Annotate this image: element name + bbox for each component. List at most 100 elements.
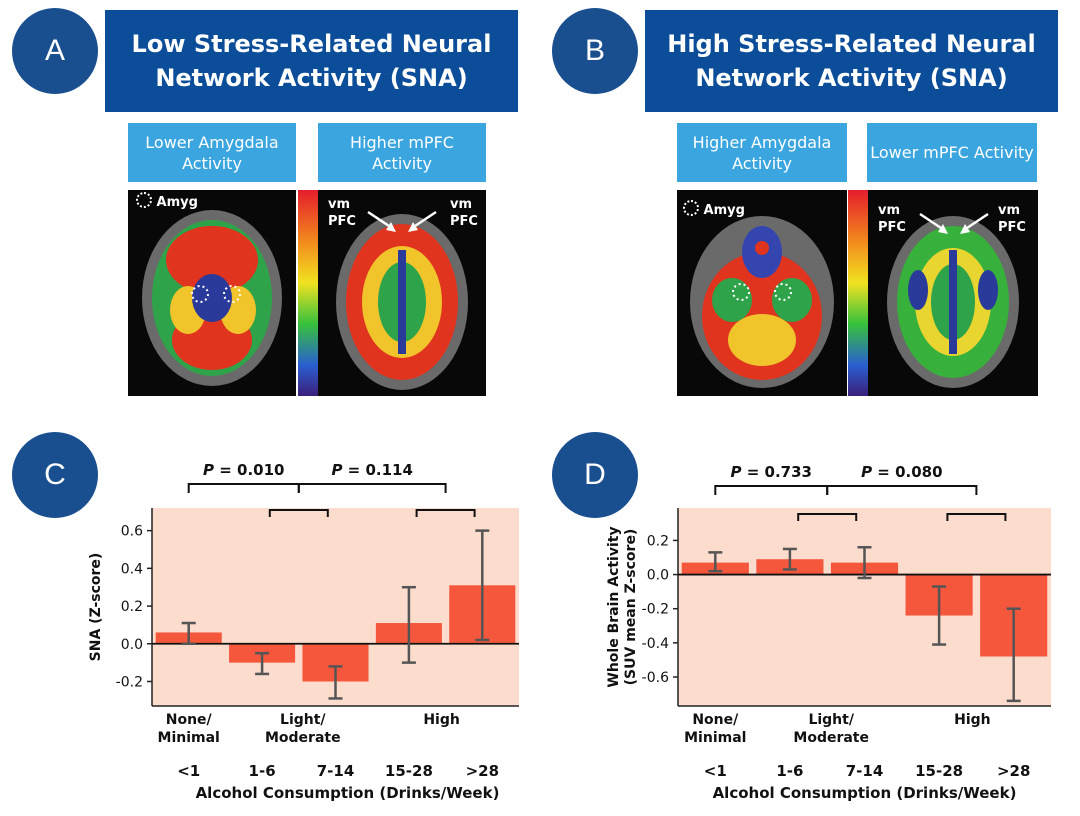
y-tick-label: 0.4 bbox=[121, 561, 143, 577]
group-label-line: Minimal bbox=[684, 730, 746, 746]
y-tick-label: 0.0 bbox=[647, 568, 669, 584]
panel-b-mpfc-brain-image bbox=[887, 212, 1019, 388]
group-label: High bbox=[423, 712, 460, 728]
group-label: None/Minimal bbox=[684, 712, 746, 746]
category-label: 1-6 bbox=[776, 762, 803, 780]
category-label: 1-6 bbox=[249, 762, 276, 780]
p-value-label: P = 0.010 bbox=[203, 461, 284, 479]
panel-b-vm-left-line2: PFC bbox=[878, 220, 906, 235]
panel-b-vm-right-line2: PFC bbox=[998, 220, 1026, 235]
group-label-line: Moderate bbox=[793, 730, 869, 746]
amyg-dashed-circle-icon bbox=[683, 200, 699, 216]
group-label-line: None/ bbox=[166, 712, 213, 728]
group-label-line: High bbox=[423, 712, 460, 728]
panel-a-left-label: Lower Amygdala Activity bbox=[128, 123, 296, 182]
panel-a-mpfc-scan: vm PFC vm PFC bbox=[318, 190, 486, 396]
p-value-symbol: P bbox=[331, 461, 342, 479]
panel-a-amygdala-brain-image bbox=[142, 210, 282, 386]
panel-d-badge: D bbox=[552, 432, 638, 518]
panel-b-vm-right: vm PFC bbox=[998, 202, 1026, 236]
y-axis-label: SNA (Z-score) bbox=[88, 553, 104, 662]
group-label: Light/Moderate bbox=[793, 712, 869, 746]
p-value-text: = 0.010 bbox=[214, 461, 284, 479]
y-tick-label: -0.2 bbox=[642, 602, 669, 618]
panel-a-colorbar bbox=[298, 190, 318, 396]
category-label: <1 bbox=[704, 762, 727, 780]
category-label: 7-14 bbox=[317, 762, 355, 780]
panel-b-mpfc-scan: vm PFC vm PFC bbox=[868, 190, 1038, 396]
p-value-symbol: P bbox=[203, 461, 214, 479]
group-label-line: Minimal bbox=[158, 730, 220, 746]
p-value-label: P = 0.114 bbox=[331, 461, 412, 479]
panel-b-vm-right-line1: vm bbox=[998, 203, 1021, 218]
group-label-line: Moderate bbox=[265, 730, 341, 746]
panel-b-colorbar bbox=[848, 190, 868, 396]
p-value-label: P = 0.080 bbox=[861, 463, 942, 481]
group-label-line: Light/ bbox=[280, 712, 326, 728]
y-tick-label: -0.6 bbox=[642, 670, 669, 686]
y-tick-label: 0.2 bbox=[121, 599, 143, 615]
category-label: 15-28 bbox=[385, 762, 433, 780]
panel-a-badge: A bbox=[12, 8, 98, 94]
panel-b-title: High Stress-Related Neural Network Activ… bbox=[645, 10, 1058, 112]
group-label: High bbox=[954, 712, 991, 728]
significance-bracket bbox=[415, 509, 476, 517]
significance-bracket bbox=[797, 513, 858, 521]
significance-bracket bbox=[946, 513, 1007, 521]
panel-c-badge: C bbox=[12, 432, 98, 518]
significance-bracket bbox=[826, 485, 978, 495]
x-axis-label: Alcohol Consumption (Drinks/Week) bbox=[713, 784, 1017, 802]
panel-a-vm-right: vm PFC bbox=[450, 196, 478, 230]
panel-b-amygdala-scan: Amyg bbox=[677, 190, 847, 396]
panel-a-right-label: Higher mPFC Activity bbox=[318, 123, 486, 182]
panel-b-amyg-legend: Amyg bbox=[683, 200, 745, 219]
panel-b-amygdala-brain-image bbox=[690, 216, 834, 388]
y-tick-label: -0.2 bbox=[116, 674, 143, 690]
category-label: >28 bbox=[466, 762, 499, 780]
panel-a-vm-right-line1: vm bbox=[450, 197, 473, 212]
significance-bracket bbox=[268, 509, 329, 517]
panel-b-right-label: Lower mPFC Activity bbox=[867, 123, 1037, 182]
category-label: >28 bbox=[997, 762, 1030, 780]
panel-a-mpfc-brain-image bbox=[336, 210, 468, 390]
panel-b-vm-left-line1: vm bbox=[878, 203, 901, 218]
panel-b-badge: B bbox=[552, 8, 638, 94]
panel-a-title: Low Stress-Related Neural Network Activi… bbox=[105, 10, 518, 112]
category-label: 7-14 bbox=[846, 762, 884, 780]
y-tick-label: 0.6 bbox=[121, 524, 143, 540]
panel-a-vm-left-line1: vm bbox=[328, 197, 351, 212]
y-axis-label-line: Whole Brain Activity bbox=[606, 526, 622, 687]
y-axis-label-line: SNA (Z-score) bbox=[88, 553, 104, 662]
y-tick-label: 0.0 bbox=[121, 637, 143, 653]
chart-c: 0.6 0.4 0.2 0.0 -0.2 SNA (Z-score) None/Minima… bbox=[88, 461, 519, 802]
panel-a-vm-right-line2: PFC bbox=[450, 214, 478, 229]
panel-b-vm-left: vm PFC bbox=[878, 202, 906, 236]
p-value-symbol: P bbox=[861, 463, 872, 481]
x-axis-label: Alcohol Consumption (Drinks/Week) bbox=[196, 784, 500, 802]
panel-b-amyg-label: Amyg bbox=[703, 203, 745, 218]
p-value-text: = 0.080 bbox=[872, 463, 942, 481]
p-value-text: = 0.733 bbox=[742, 463, 812, 481]
significance-bracket bbox=[297, 483, 447, 493]
category-label: 15-28 bbox=[915, 762, 963, 780]
y-tick-label: -0.4 bbox=[642, 636, 669, 652]
p-value-symbol: P bbox=[731, 463, 742, 481]
panel-a-vm-left-line2: PFC bbox=[328, 214, 356, 229]
group-label-line: Light/ bbox=[808, 712, 854, 728]
group-label-line: None/ bbox=[692, 712, 739, 728]
p-value-label: P = 0.733 bbox=[731, 463, 812, 481]
panel-b-left-label: Higher Amygdala Activity bbox=[677, 123, 847, 182]
group-label-line: High bbox=[954, 712, 991, 728]
group-label: Light/Moderate bbox=[265, 712, 341, 746]
y-axis-label-line: (SUV mean Z-score) bbox=[623, 529, 639, 686]
p-value-text: = 0.114 bbox=[342, 461, 412, 479]
panel-a-vm-left: vm PFC bbox=[328, 196, 356, 230]
significance-bracket bbox=[714, 485, 829, 495]
panel-a-amyg-label: Amyg bbox=[156, 195, 198, 210]
y-tick-label: 0.2 bbox=[647, 533, 669, 549]
amyg-dashed-circle-icon bbox=[136, 192, 152, 208]
panel-a-amyg-legend: Amyg bbox=[136, 192, 198, 211]
group-label: None/Minimal bbox=[158, 712, 220, 746]
y-axis-label: Whole Brain Activity(SUV mean Z-score) bbox=[606, 526, 639, 687]
